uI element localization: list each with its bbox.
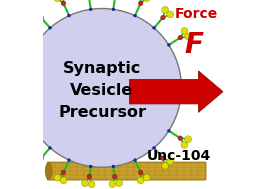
Circle shape xyxy=(39,15,43,20)
Circle shape xyxy=(87,174,92,179)
Circle shape xyxy=(167,44,170,46)
Circle shape xyxy=(153,146,155,149)
Circle shape xyxy=(162,162,169,169)
FancyBboxPatch shape xyxy=(47,162,206,180)
Circle shape xyxy=(36,7,42,13)
Circle shape xyxy=(112,165,115,168)
Circle shape xyxy=(134,159,136,161)
Circle shape xyxy=(16,27,23,34)
Circle shape xyxy=(178,35,182,40)
Circle shape xyxy=(39,156,43,160)
Circle shape xyxy=(49,146,52,149)
Circle shape xyxy=(162,7,169,13)
Circle shape xyxy=(34,44,37,46)
Circle shape xyxy=(116,180,122,187)
Circle shape xyxy=(161,15,165,20)
Text: Unc-104: Unc-104 xyxy=(147,149,211,163)
Circle shape xyxy=(68,159,70,161)
Circle shape xyxy=(89,8,92,11)
Circle shape xyxy=(4,53,10,60)
Circle shape xyxy=(185,33,192,40)
Circle shape xyxy=(21,87,24,89)
Text: F: F xyxy=(184,31,203,59)
Text: Precursor: Precursor xyxy=(58,105,146,120)
Circle shape xyxy=(30,158,37,165)
Circle shape xyxy=(0,81,5,88)
Circle shape xyxy=(61,1,66,5)
Circle shape xyxy=(143,174,150,181)
Circle shape xyxy=(113,174,117,179)
Circle shape xyxy=(60,177,67,184)
Circle shape xyxy=(2,109,8,116)
Text: Force: Force xyxy=(175,7,218,21)
Circle shape xyxy=(167,158,174,165)
Circle shape xyxy=(16,142,23,148)
Circle shape xyxy=(167,129,170,132)
Circle shape xyxy=(10,112,15,116)
Circle shape xyxy=(138,1,143,5)
Circle shape xyxy=(0,88,5,95)
Text: Vesicle: Vesicle xyxy=(70,83,134,98)
Circle shape xyxy=(161,156,165,160)
Circle shape xyxy=(22,35,26,40)
Circle shape xyxy=(4,116,10,123)
Circle shape xyxy=(54,0,61,2)
Circle shape xyxy=(13,136,19,143)
Circle shape xyxy=(88,181,95,187)
Circle shape xyxy=(89,165,92,168)
Circle shape xyxy=(54,174,61,181)
Circle shape xyxy=(181,142,188,148)
Circle shape xyxy=(81,180,88,187)
Circle shape xyxy=(68,14,70,17)
Circle shape xyxy=(49,26,52,29)
Circle shape xyxy=(181,27,188,34)
Circle shape xyxy=(24,109,27,112)
Circle shape xyxy=(13,33,19,40)
Circle shape xyxy=(36,162,42,169)
Circle shape xyxy=(138,170,143,175)
Circle shape xyxy=(23,9,181,167)
Circle shape xyxy=(34,129,37,132)
Circle shape xyxy=(153,26,155,29)
Text: Synaptic: Synaptic xyxy=(63,61,141,77)
Circle shape xyxy=(143,0,150,2)
Circle shape xyxy=(178,136,182,140)
Circle shape xyxy=(24,64,27,67)
Circle shape xyxy=(61,170,66,175)
Circle shape xyxy=(112,8,115,11)
Circle shape xyxy=(7,86,11,90)
FancyArrow shape xyxy=(129,71,223,112)
Circle shape xyxy=(109,181,116,187)
Circle shape xyxy=(2,60,8,66)
Circle shape xyxy=(10,59,15,64)
Ellipse shape xyxy=(45,163,52,179)
Circle shape xyxy=(185,136,192,143)
Circle shape xyxy=(30,11,37,18)
Circle shape xyxy=(167,11,174,18)
Circle shape xyxy=(134,14,136,17)
Circle shape xyxy=(137,177,144,184)
Circle shape xyxy=(22,136,26,140)
